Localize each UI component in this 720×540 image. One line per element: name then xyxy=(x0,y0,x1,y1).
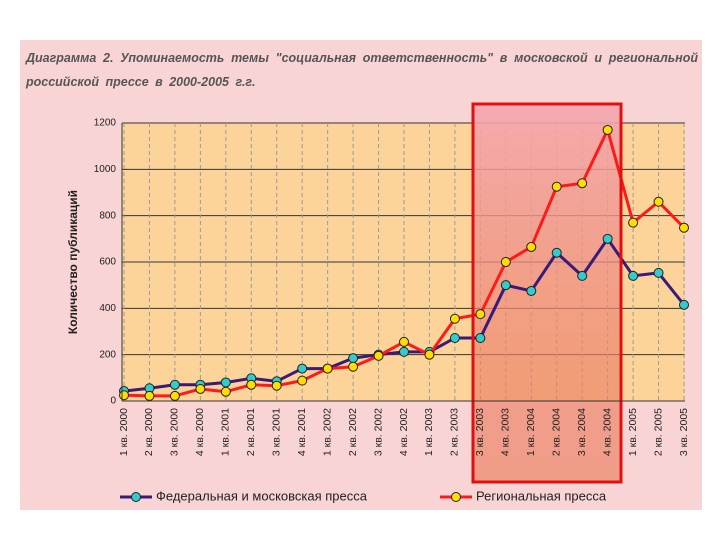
point xyxy=(577,270,588,281)
legend-label: Федеральная и московская пресса xyxy=(156,488,368,503)
point xyxy=(628,217,639,228)
point xyxy=(526,241,537,252)
point xyxy=(195,383,206,394)
point xyxy=(500,280,511,291)
x-tick-label: 3 кв. 2001 xyxy=(271,408,283,456)
legend-marker xyxy=(131,492,141,502)
point xyxy=(679,222,689,233)
point xyxy=(144,390,155,401)
point xyxy=(169,390,180,401)
x-tick-label: 3 кв. 2002 xyxy=(372,408,384,456)
y-tick-label: 400 xyxy=(99,303,116,314)
y-tick-label: 1000 xyxy=(94,164,117,175)
y-tick-label: 0 xyxy=(110,396,116,407)
point xyxy=(475,309,486,320)
point xyxy=(246,379,257,390)
point xyxy=(449,332,460,343)
point xyxy=(220,377,231,388)
point xyxy=(348,353,359,364)
y-axis-label: Количество публикаций xyxy=(66,190,80,334)
point xyxy=(119,390,129,401)
x-tick-label: 2 кв. 2003 xyxy=(449,408,461,456)
point xyxy=(551,181,562,192)
x-tick-label: 2 кв. 2002 xyxy=(347,408,359,456)
point xyxy=(373,350,384,361)
point xyxy=(653,267,664,278)
legend-marker xyxy=(451,492,461,502)
x-tick-label: 3 кв. 2003 xyxy=(474,408,486,456)
x-tick-label: 1 кв. 2002 xyxy=(321,408,333,456)
x-tick-label: 1 кв. 2000 xyxy=(118,408,130,456)
point xyxy=(602,233,613,244)
x-tick-label: 4 кв. 2000 xyxy=(194,408,206,456)
x-tick-label: 3 кв. 2000 xyxy=(169,408,181,456)
point xyxy=(424,349,435,360)
x-tick-label: 4 кв. 2002 xyxy=(398,408,410,456)
x-tick-label: 1 кв. 2001 xyxy=(220,408,232,456)
x-tick-label: 2 кв. 2000 xyxy=(143,408,155,456)
x-tick-label: 2 кв. 2004 xyxy=(551,408,563,456)
point xyxy=(348,361,359,372)
x-tick-label: 1 кв. 2005 xyxy=(627,408,639,456)
y-tick-label: 600 xyxy=(99,257,116,268)
point xyxy=(220,386,231,397)
point xyxy=(399,346,409,357)
point xyxy=(297,375,308,386)
legend-label: Региональная пресса xyxy=(476,488,607,503)
point xyxy=(271,380,282,391)
point xyxy=(500,257,511,267)
point xyxy=(628,270,639,281)
y-tick-label: 1200 xyxy=(94,118,117,129)
point xyxy=(169,379,180,390)
highlight-area xyxy=(473,104,621,482)
x-tick-label: 3 кв. 2004 xyxy=(576,408,588,456)
chart-title: Диаграмма 2. Упоминаемость темы "социаль… xyxy=(26,51,698,89)
point xyxy=(653,196,664,207)
point xyxy=(577,178,588,189)
point xyxy=(449,313,460,324)
x-tick-label: 1 кв. 2004 xyxy=(525,408,537,456)
x-tick-label: 2 кв. 2005 xyxy=(652,408,664,456)
point xyxy=(551,247,562,258)
point xyxy=(322,363,333,374)
point xyxy=(297,363,308,374)
x-tick-label: 2 кв. 2001 xyxy=(245,408,257,456)
x-tick-label: 3 кв. 2005 xyxy=(678,408,690,456)
point xyxy=(475,332,486,343)
point xyxy=(526,285,537,296)
x-tick-label: 1 кв. 2003 xyxy=(423,408,435,456)
point xyxy=(399,336,409,347)
highlight-frame xyxy=(471,102,623,484)
point xyxy=(602,124,613,135)
x-tick-label: 4 кв. 2004 xyxy=(601,408,613,456)
x-tick-label: 4 кв. 2003 xyxy=(500,408,512,456)
y-tick-label: 800 xyxy=(99,210,116,221)
y-tick-label: 200 xyxy=(99,349,116,360)
x-tick-label: 4 кв. 2001 xyxy=(296,408,308,456)
point xyxy=(679,299,689,310)
